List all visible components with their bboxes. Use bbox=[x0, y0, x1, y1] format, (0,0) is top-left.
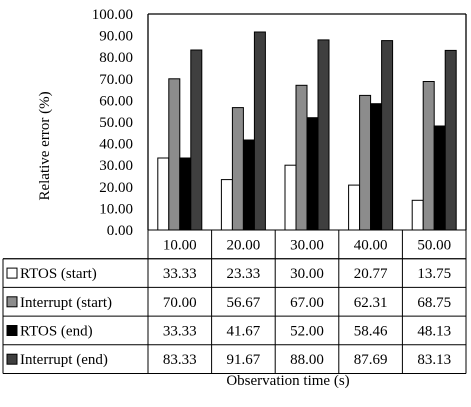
legend-label: Interrupt (start) bbox=[20, 295, 112, 311]
table-value: 58.46 bbox=[354, 323, 388, 339]
bar bbox=[444, 49, 457, 231]
legend-key bbox=[6, 267, 18, 279]
bar bbox=[242, 139, 255, 231]
bar bbox=[306, 117, 319, 231]
bar bbox=[381, 40, 394, 231]
table-value: 52.00 bbox=[290, 323, 324, 339]
legend-label: Interrupt (end) bbox=[20, 352, 108, 368]
bar bbox=[157, 157, 170, 231]
y-tick-label: 40.00 bbox=[99, 137, 133, 153]
bar bbox=[190, 49, 203, 231]
table-value: 13.75 bbox=[417, 266, 451, 282]
x-tick-label: 30.00 bbox=[290, 237, 324, 253]
table-value: 33.33 bbox=[163, 266, 197, 282]
table-value: 23.33 bbox=[227, 266, 261, 282]
table-value: 87.69 bbox=[354, 352, 388, 368]
y-tick-label: 30.00 bbox=[99, 158, 133, 174]
data-table: 10.00 20.00 30.00 40.00 50.00 RTOS (start) 33.… bbox=[2, 229, 467, 374]
table-value: 68.75 bbox=[417, 295, 451, 311]
x-axis-title: Observation time (s) bbox=[226, 373, 349, 389]
y-tick-label: 90.00 bbox=[99, 29, 133, 45]
table-value: 62.31 bbox=[354, 295, 388, 311]
table-value: 33.33 bbox=[163, 323, 197, 339]
y-tick-label: 80.00 bbox=[99, 50, 133, 66]
bar bbox=[317, 39, 330, 231]
legend-label: RTOS (start) bbox=[20, 266, 97, 282]
bar bbox=[284, 164, 297, 231]
bar bbox=[295, 84, 308, 231]
y-tick-label: 10.00 bbox=[99, 201, 133, 217]
y-axis-title: Relative error (%) bbox=[37, 91, 53, 200]
bar bbox=[370, 103, 383, 231]
y-tick-label: 0.00 bbox=[107, 223, 133, 239]
legend-key bbox=[6, 296, 18, 308]
y-tick-label: 100.00 bbox=[92, 7, 133, 23]
bar bbox=[231, 107, 244, 231]
table-value: 48.13 bbox=[417, 323, 451, 339]
bar bbox=[422, 81, 435, 231]
table-value: 88.00 bbox=[290, 352, 324, 368]
table-value: 67.00 bbox=[290, 295, 324, 311]
legend-label: RTOS (end) bbox=[20, 323, 93, 339]
legend-key bbox=[6, 353, 18, 365]
table-value: 41.67 bbox=[227, 323, 261, 339]
x-tick-label: 40.00 bbox=[354, 237, 388, 253]
bar bbox=[433, 125, 446, 231]
table-value: 20.77 bbox=[354, 266, 388, 282]
bar bbox=[359, 94, 372, 231]
legend-key bbox=[6, 325, 18, 336]
x-tick-label: 50.00 bbox=[417, 237, 451, 253]
x-tick-label: 10.00 bbox=[163, 237, 197, 253]
bar bbox=[179, 157, 192, 231]
table-value: 56.67 bbox=[227, 295, 261, 311]
table-value: 91.67 bbox=[227, 352, 261, 368]
bar bbox=[253, 31, 266, 231]
bar bbox=[411, 199, 424, 231]
table-value: 30.00 bbox=[290, 266, 324, 282]
table-value: 83.33 bbox=[163, 352, 197, 368]
y-tick-label: 20.00 bbox=[99, 180, 133, 196]
x-tick-label: 20.00 bbox=[227, 237, 261, 253]
bar bbox=[168, 78, 181, 231]
y-tick-label: 60.00 bbox=[99, 93, 133, 109]
bar bbox=[220, 179, 233, 231]
bar bbox=[348, 184, 361, 231]
y-tick-label: 70.00 bbox=[99, 72, 133, 88]
table-value: 70.00 bbox=[163, 295, 197, 311]
y-axis-ticks: 0.00 10.00 20.00 30.00 40.00 50.00 60.00 70.00 8… bbox=[92, 7, 133, 239]
plot-area bbox=[147, 13, 467, 231]
y-tick-label: 50.00 bbox=[99, 115, 133, 131]
table-value: 83.13 bbox=[417, 352, 451, 368]
